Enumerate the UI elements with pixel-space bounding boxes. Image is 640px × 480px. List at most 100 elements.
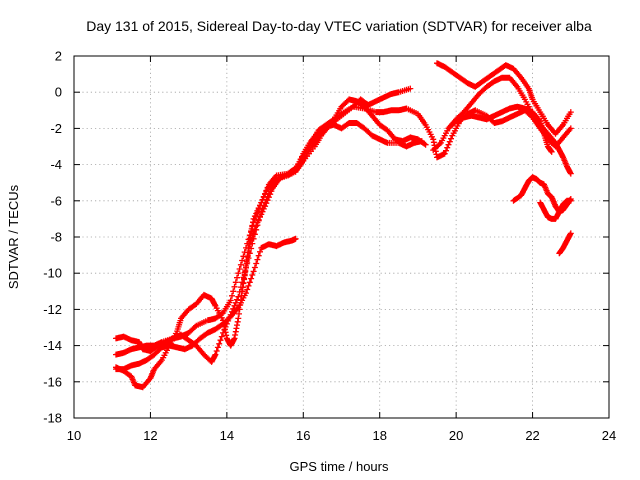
data-point — [466, 82, 469, 84]
data-point — [550, 196, 553, 199]
data-point — [539, 120, 542, 123]
data-point — [504, 64, 507, 66]
data-point — [195, 324, 198, 327]
data-point — [153, 353, 156, 356]
data-point — [130, 364, 133, 367]
data-point — [501, 76, 503, 79]
data-point — [569, 199, 572, 202]
data-point — [317, 131, 320, 133]
data-point — [195, 344, 198, 347]
data-point — [539, 181, 542, 184]
data-point — [333, 123, 335, 126]
data-point — [222, 319, 224, 322]
data-point — [547, 145, 549, 148]
data-point — [562, 123, 564, 126]
data-point — [440, 142, 442, 144]
data-point — [405, 107, 408, 110]
data-point — [275, 178, 278, 181]
data-point — [294, 237, 297, 240]
data-point — [176, 330, 179, 332]
data-point — [375, 111, 377, 113]
series-track-4 — [113, 235, 299, 373]
data-point — [226, 337, 228, 340]
data-point — [363, 107, 366, 110]
data-point — [386, 129, 389, 132]
data-point — [535, 178, 538, 181]
x-tick-label: 22 — [525, 428, 539, 443]
data-point — [478, 93, 480, 95]
data-point — [355, 122, 358, 124]
y-tick-label: 2 — [55, 49, 62, 64]
data-point — [432, 138, 435, 141]
x-tick-label: 18 — [372, 428, 386, 443]
data-point — [474, 109, 477, 112]
data-point — [138, 362, 140, 365]
data-point — [115, 353, 117, 356]
data-point — [145, 359, 148, 361]
data-point — [512, 199, 515, 202]
data-point — [122, 368, 125, 370]
data-point — [562, 136, 564, 139]
data-point — [241, 290, 244, 293]
y-tick-label: -10 — [43, 266, 62, 281]
data-point — [191, 344, 194, 347]
data-point — [122, 335, 125, 338]
data-point — [252, 237, 255, 240]
data-point — [130, 348, 133, 351]
data-point — [451, 134, 454, 137]
data-point — [340, 113, 343, 115]
data-point — [245, 265, 247, 267]
data-point — [168, 344, 171, 347]
data-point — [161, 341, 163, 343]
data-point — [409, 136, 412, 139]
data-point — [516, 85, 519, 88]
data-point — [161, 359, 163, 361]
data-point — [417, 113, 419, 115]
y-axis-title: SDTVAR / TECUs — [6, 184, 21, 289]
data-point — [497, 69, 500, 72]
data-point — [214, 317, 217, 320]
data-point — [482, 80, 484, 83]
data-point — [462, 111, 465, 113]
data-point — [222, 323, 224, 325]
data-point — [508, 116, 511, 119]
data-point — [199, 337, 202, 340]
data-point — [524, 98, 526, 101]
data-point — [424, 143, 427, 146]
data-point — [290, 239, 293, 242]
data-point — [180, 333, 182, 336]
data-point — [501, 111, 503, 113]
x-axis-title: GPS time / hours — [290, 459, 389, 474]
chart-title: Day 131 of 2015, Sidereal Day-to-day VTE… — [86, 18, 592, 34]
data-point — [237, 317, 240, 320]
data-point — [397, 109, 400, 112]
data-point — [394, 138, 396, 141]
data-point — [569, 172, 572, 175]
data-point — [558, 149, 561, 152]
data-point — [493, 80, 496, 83]
data-point — [252, 270, 255, 273]
data-point — [187, 308, 190, 311]
data-point — [271, 187, 274, 190]
data-point — [141, 386, 144, 389]
data-point — [569, 232, 572, 235]
data-point — [474, 85, 477, 88]
data-point — [275, 245, 278, 248]
data-point — [122, 351, 125, 354]
series-markers — [239, 120, 425, 295]
y-tick-label: -16 — [43, 374, 62, 389]
data-point — [562, 247, 564, 249]
data-point — [470, 114, 473, 117]
data-point — [149, 377, 152, 380]
data-point — [531, 111, 534, 113]
data-point — [413, 142, 415, 144]
data-point — [390, 93, 393, 95]
x-tick-label: 14 — [220, 428, 234, 443]
data-series — [113, 60, 574, 391]
data-point — [447, 127, 450, 130]
data-point — [256, 221, 259, 224]
data-point — [432, 149, 435, 152]
data-point — [363, 127, 366, 130]
data-point — [306, 152, 308, 155]
data-point — [214, 328, 217, 331]
